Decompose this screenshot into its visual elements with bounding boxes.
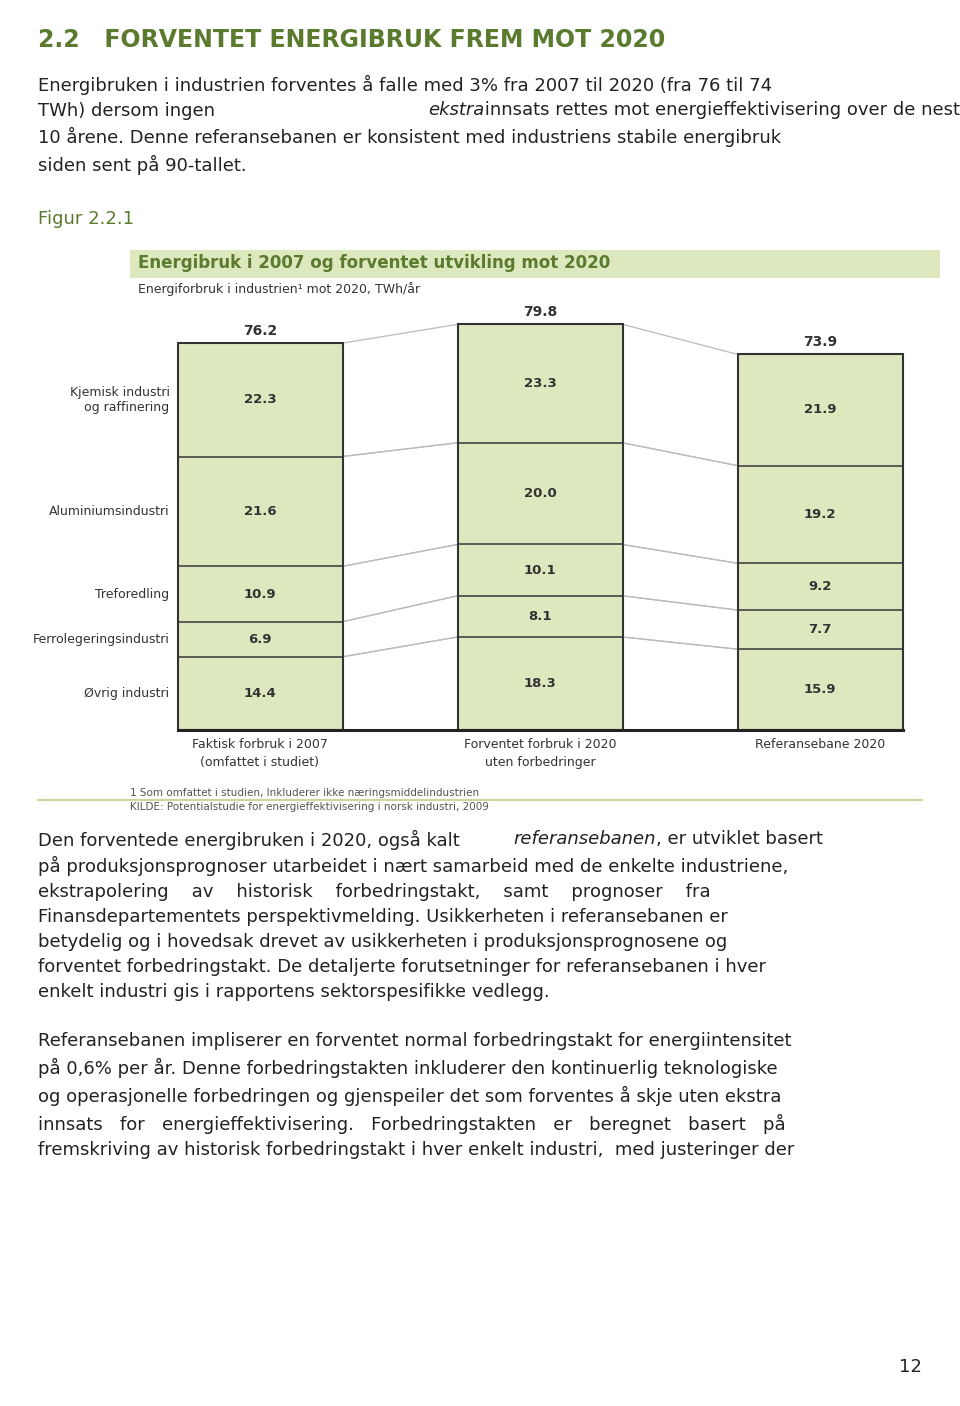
Bar — [458, 443, 622, 544]
Text: 14.4: 14.4 — [244, 688, 276, 700]
Text: (omfattet i studiet): (omfattet i studiet) — [201, 756, 320, 769]
Text: 73.9: 73.9 — [803, 336, 837, 349]
Text: på produksjonsprognoser utarbeidet i nært samarbeid med de enkelte industriene,
: på produksjonsprognoser utarbeidet i nær… — [38, 856, 788, 1001]
Bar — [737, 610, 902, 650]
Text: 10.9: 10.9 — [244, 588, 276, 600]
Bar — [178, 657, 343, 730]
Text: Faktisk forbruk i 2007: Faktisk forbruk i 2007 — [192, 738, 328, 751]
Text: uten forbedringer: uten forbedringer — [485, 756, 595, 769]
Bar — [737, 354, 902, 730]
Text: Figur 2.2.1: Figur 2.2.1 — [38, 209, 134, 228]
Text: 79.8: 79.8 — [523, 305, 557, 319]
Text: 8.1: 8.1 — [528, 610, 552, 623]
Text: , er utviklet basert: , er utviklet basert — [656, 830, 823, 848]
Text: 19.2: 19.2 — [804, 508, 836, 522]
Text: 10.1: 10.1 — [524, 564, 556, 576]
Bar — [737, 650, 902, 730]
Text: 23.3: 23.3 — [523, 377, 557, 389]
Text: KILDE: Potentialstudie for energieffektivisering i norsk industri, 2009: KILDE: Potentialstudie for energieffekti… — [130, 801, 489, 813]
Bar — [458, 637, 622, 730]
Bar — [458, 325, 622, 443]
Text: 15.9: 15.9 — [804, 683, 836, 696]
Text: Energiforbruk i industrien¹ mot 2020, TWh/år: Energiforbruk i industrien¹ mot 2020, TW… — [138, 283, 420, 297]
Bar — [178, 457, 343, 567]
Text: 6.9: 6.9 — [249, 633, 272, 645]
Text: Referansebanen impliserer en forventet normal forbedringstakt for energiintensit: Referansebanen impliserer en forventet n… — [38, 1032, 794, 1160]
Text: Treforedling: Treforedling — [95, 588, 170, 600]
Text: 76.2: 76.2 — [243, 323, 277, 337]
Bar — [737, 465, 902, 564]
Text: Referansebane 2020: Referansebane 2020 — [755, 738, 885, 751]
Text: ekstra: ekstra — [428, 101, 484, 120]
Bar — [178, 343, 343, 457]
Text: 21.9: 21.9 — [804, 404, 836, 416]
Bar — [178, 343, 343, 730]
Text: 2.2   FORVENTET ENERGIBRUK FREM MOT 2020: 2.2 FORVENTET ENERGIBRUK FREM MOT 2020 — [38, 28, 665, 52]
Bar — [130, 250, 940, 278]
Text: 22.3: 22.3 — [244, 394, 276, 406]
Text: 18.3: 18.3 — [523, 676, 557, 690]
Bar — [458, 544, 622, 596]
Bar — [737, 354, 902, 465]
Text: 9.2: 9.2 — [808, 581, 831, 593]
Text: 12: 12 — [900, 1358, 922, 1376]
Text: Ferrolegeringsindustri: Ferrolegeringsindustri — [33, 633, 170, 645]
Bar — [458, 325, 622, 730]
Text: 1 Som omfattet i studien, Inkluderer ikke næringsmiddelindustrien: 1 Som omfattet i studien, Inkluderer ikk… — [130, 787, 479, 799]
Bar — [737, 564, 902, 610]
Text: Forventet forbruk i 2020: Forventet forbruk i 2020 — [464, 738, 616, 751]
Text: Øvrig industri: Øvrig industri — [84, 688, 170, 700]
Text: Kjemisk industri
og raffinering: Kjemisk industri og raffinering — [69, 385, 170, 413]
Text: 20.0: 20.0 — [523, 486, 557, 501]
Text: 21.6: 21.6 — [244, 505, 276, 517]
Bar — [178, 567, 343, 621]
Text: Aluminiumsindustri: Aluminiumsindustri — [49, 505, 170, 517]
Text: Energibruk i 2007 og forventet utvikling mot 2020: Energibruk i 2007 og forventet utvikling… — [138, 254, 611, 271]
Bar — [458, 596, 622, 637]
Text: 10 årene. Denne referansebanen er konsistent med industriens stabile energibruk
: 10 årene. Denne referansebanen er konsis… — [38, 127, 781, 176]
Text: Den forventede energibruken i 2020, også kalt: Den forventede energibruken i 2020, også… — [38, 830, 466, 851]
Text: innsats rettes mot energieffektivisering over de neste: innsats rettes mot energieffektivisering… — [479, 101, 960, 120]
Text: Energibruken i industrien forventes å falle med 3% fra 2007 til 2020 (fra 76 til: Energibruken i industrien forventes å fa… — [38, 75, 772, 120]
Bar — [178, 621, 343, 657]
Text: referansebanen: referansebanen — [513, 830, 656, 848]
Text: 7.7: 7.7 — [808, 623, 831, 636]
